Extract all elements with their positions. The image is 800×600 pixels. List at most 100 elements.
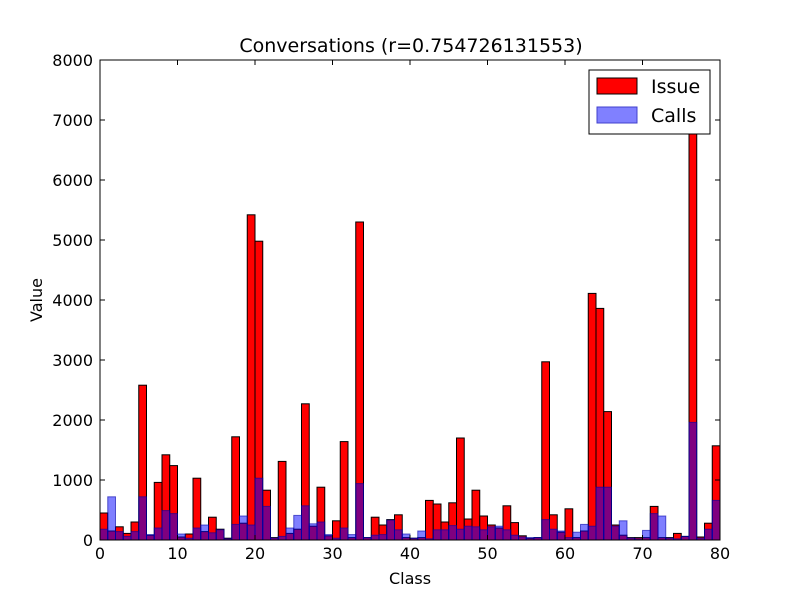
- calls-bar: [208, 532, 217, 541]
- calls-bar: [293, 514, 302, 541]
- issue-bar: [425, 499, 434, 541]
- x-tick-label: 10: [167, 544, 187, 563]
- calls-bar: [549, 528, 558, 541]
- calls-bar: [556, 530, 566, 541]
- issue-bar: [332, 520, 341, 541]
- calls-bar: [618, 520, 628, 541]
- calls-bar: [347, 534, 357, 541]
- calls-bar: [169, 513, 178, 541]
- y-tick-label: 2000: [52, 411, 93, 430]
- x-tick-label: 20: [245, 544, 265, 563]
- y-tick-label: 0: [83, 531, 93, 550]
- x-tick-label: 60: [555, 544, 575, 563]
- legend-label-calls: Calls: [651, 105, 696, 127]
- calls-bar: [603, 486, 612, 541]
- calls-bar: [502, 529, 512, 541]
- plot-area: [100, 60, 720, 540]
- calls-bar: [440, 529, 450, 541]
- calls-bar: [688, 421, 698, 541]
- x-tick-label: 30: [322, 544, 342, 563]
- y-tick-label: 3000: [52, 351, 93, 370]
- chart-title: Conversations (r=0.754726131553): [239, 35, 582, 57]
- calls-bar: [339, 527, 349, 541]
- x-tick-label: 70: [632, 544, 652, 563]
- calls-bar: [161, 510, 171, 541]
- calls-bar: [471, 526, 481, 541]
- calls-bar: [277, 535, 287, 541]
- calls-bar: [487, 526, 496, 541]
- calls-bar: [711, 499, 721, 541]
- calls-bar: [572, 531, 581, 541]
- calls-bar: [479, 529, 488, 541]
- calls-bar: [153, 527, 163, 541]
- calls-bar: [308, 523, 318, 541]
- calls-bar: [138, 496, 147, 541]
- issue-bar: [277, 460, 287, 541]
- calls-bar: [386, 519, 395, 541]
- issue-bar: [541, 361, 550, 541]
- y-axis-label: Value: [27, 278, 46, 322]
- calls-bar: [370, 534, 380, 541]
- calls-bar: [448, 525, 457, 541]
- x-tick-label: 40: [400, 544, 420, 563]
- calls-bar: [456, 528, 465, 541]
- calls-bar: [649, 513, 659, 541]
- calls-bar: [324, 534, 333, 541]
- legend-swatch-issue: [596, 77, 638, 95]
- x-tick-label: 80: [710, 544, 730, 563]
- calls-bar: [239, 515, 248, 541]
- y-tick-label: 1000: [52, 471, 93, 490]
- issue-bar: [339, 441, 349, 541]
- calls-bar: [401, 533, 411, 541]
- legend-swatch-calls: [596, 106, 638, 124]
- calls-bar: [611, 525, 620, 541]
- calls-bar: [494, 525, 504, 541]
- calls-bar: [587, 525, 597, 541]
- calls-bar: [510, 534, 519, 541]
- calls-bar: [107, 496, 116, 541]
- calls-bar: [215, 529, 225, 541]
- x-tick-label: 0: [95, 544, 105, 563]
- calls-bar: [192, 527, 202, 541]
- calls-bar: [301, 505, 310, 541]
- axis-ticks: 0 10 20 30 40 50 60 70 80 0 1000 2000 3000 4000 5000 60…: [52, 51, 730, 563]
- x-tick-label: 50: [477, 544, 497, 563]
- calls-bar: [99, 528, 109, 541]
- y-tick-label: 7000: [52, 111, 93, 130]
- y-tick-label: 5000: [52, 231, 93, 250]
- calls-bar: [130, 531, 140, 541]
- issue-bar: [246, 214, 256, 541]
- calls-bar: [122, 535, 132, 541]
- calls-bar: [254, 477, 264, 541]
- legend-label-issue: Issue: [651, 76, 700, 98]
- calls-bar: [580, 523, 589, 541]
- calls-bar: [680, 535, 690, 541]
- calls-bar: [657, 515, 667, 541]
- calls-bar: [200, 524, 209, 541]
- issue-bar: [564, 508, 574, 541]
- calls-bar: [378, 534, 388, 541]
- x-axis-label: Class: [389, 569, 431, 588]
- calls-bar: [115, 531, 124, 541]
- calls-bar: [262, 505, 271, 541]
- calls-bar: [432, 529, 442, 541]
- issue-bar: [587, 292, 597, 541]
- calls-bar: [177, 533, 186, 541]
- y-tick-label: 8000: [52, 51, 93, 70]
- calls-bar: [595, 486, 605, 541]
- calls-bar: [231, 523, 240, 541]
- plot-background: [100, 60, 720, 540]
- calls-bar: [417, 530, 426, 541]
- legend: Issue Calls: [588, 69, 711, 135]
- issue-bar: [456, 437, 465, 541]
- calls-bar: [704, 528, 713, 541]
- calls-bar: [316, 521, 326, 541]
- y-tick-label: 4000: [52, 291, 93, 310]
- calls-bar: [394, 529, 403, 541]
- calls-bar: [146, 534, 155, 541]
- calls-bar: [642, 529, 651, 541]
- calls-bar: [355, 483, 364, 541]
- calls-bar: [463, 525, 473, 541]
- calls-bar: [246, 524, 256, 541]
